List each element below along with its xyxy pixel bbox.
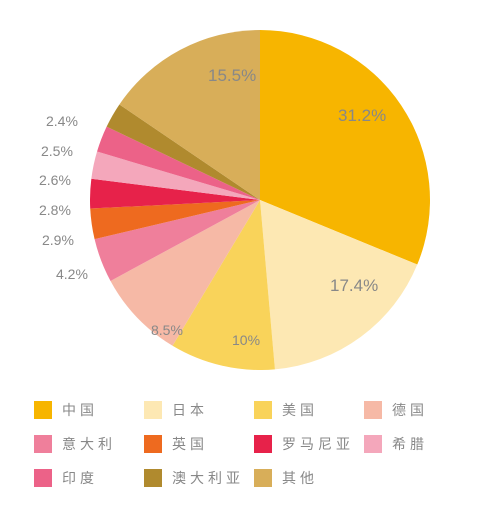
legend-label-in: 印度 — [62, 468, 98, 488]
pct-label-us: 10% — [232, 332, 260, 348]
legend-item-cn: 中国 — [34, 400, 144, 420]
legend-label-us: 美国 — [282, 400, 318, 420]
legend-item-in: 印度 — [34, 468, 144, 488]
legend-item-jp: 日本 — [144, 400, 254, 420]
legend-item-au: 澳大利亚 — [144, 468, 254, 488]
swatch-it — [34, 435, 52, 453]
legend-item-gr: 希腊 — [364, 434, 474, 454]
legend-item-us: 美国 — [254, 400, 364, 420]
pct-label-cn: 31.2% — [338, 106, 386, 126]
legend-item-it: 意大利 — [34, 434, 144, 454]
legend-item-ro: 罗马尼亚 — [254, 434, 364, 454]
swatch-gr — [364, 435, 382, 453]
legend-label-ro: 罗马尼亚 — [282, 434, 354, 454]
legend-label-cn: 中国 — [62, 400, 98, 420]
legend-item-other: 其他 — [254, 468, 364, 488]
legend-item-uk: 英国 — [144, 434, 254, 454]
pct-label-de: 8.5% — [151, 322, 183, 338]
legend: 中国 日本 美国 德国 意大利 英国 罗马尼亚 希腊 印度 澳大利亚 其他 — [34, 400, 474, 502]
pct-label-in: 2.5% — [41, 143, 73, 159]
swatch-us — [254, 401, 272, 419]
legend-label-uk: 英国 — [172, 434, 208, 454]
pct-label-au: 2.4% — [46, 113, 78, 129]
swatch-other — [254, 469, 272, 487]
legend-label-gr: 希腊 — [392, 434, 428, 454]
swatch-au — [144, 469, 162, 487]
legend-label-it: 意大利 — [62, 434, 116, 454]
legend-label-jp: 日本 — [172, 400, 208, 420]
swatch-ro — [254, 435, 272, 453]
swatch-uk — [144, 435, 162, 453]
swatch-cn — [34, 401, 52, 419]
pct-label-ro: 2.8% — [39, 202, 71, 218]
legend-label-de: 德国 — [392, 400, 428, 420]
pct-label-uk: 2.9% — [42, 232, 74, 248]
legend-label-other: 其他 — [282, 468, 318, 488]
pct-label-jp: 17.4% — [330, 276, 378, 296]
legend-item-de: 德国 — [364, 400, 474, 420]
pct-label-it: 4.2% — [56, 266, 88, 282]
pct-label-other: 15.5% — [208, 66, 256, 86]
pie-chart — [90, 30, 430, 370]
swatch-in — [34, 469, 52, 487]
swatch-de — [364, 401, 382, 419]
swatch-jp — [144, 401, 162, 419]
pct-label-gr: 2.6% — [39, 172, 71, 188]
legend-label-au: 澳大利亚 — [172, 468, 244, 488]
